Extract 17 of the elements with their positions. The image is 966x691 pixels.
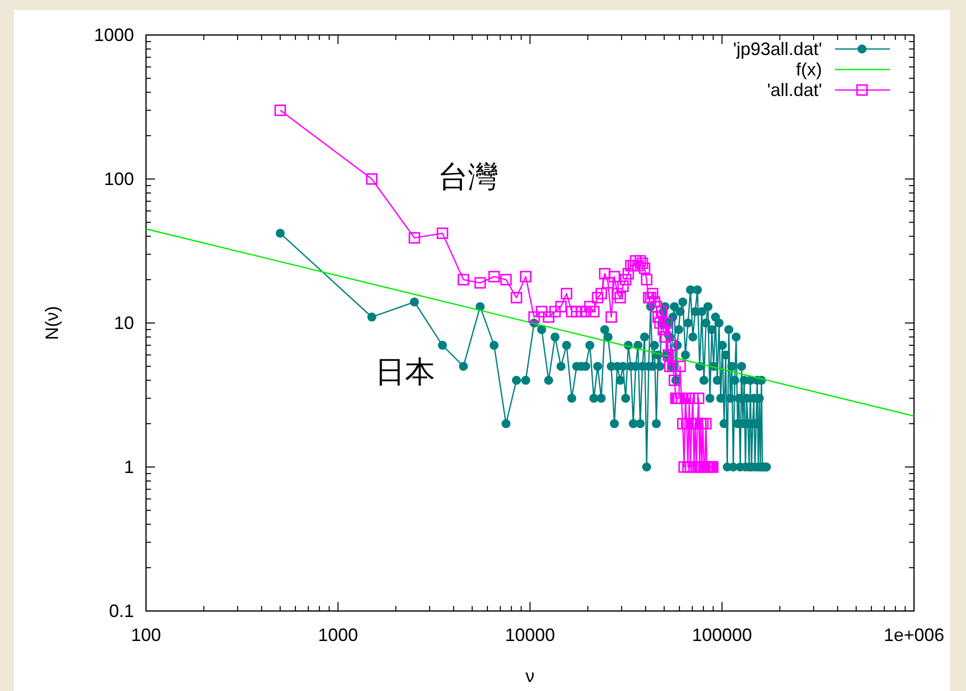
- x-axis-title: ν: [526, 666, 534, 686]
- legend-label: f(x): [796, 60, 822, 80]
- x-tick-label: 100000: [692, 625, 752, 645]
- y-axis-title: N(ν): [42, 306, 62, 340]
- legend-label: 'jp93all.dat': [733, 39, 822, 59]
- annotation: 台灣: [438, 161, 498, 194]
- x-tick-label: 1e+006: [884, 625, 944, 645]
- y-tick-label: 0.1: [108, 601, 134, 621]
- y-tick-label: 1: [124, 457, 134, 477]
- x-tick-label: 1000: [318, 625, 358, 645]
- x-tick-label: 10000: [504, 625, 556, 645]
- x-tick-label: 100: [130, 625, 162, 645]
- y-tick-label: 1000: [94, 25, 134, 45]
- legend-label: 'all.dat': [767, 80, 822, 100]
- y-tick-label: 100: [104, 169, 134, 189]
- y-tick-label: 10: [114, 313, 134, 333]
- annotation: 日本: [375, 356, 435, 389]
